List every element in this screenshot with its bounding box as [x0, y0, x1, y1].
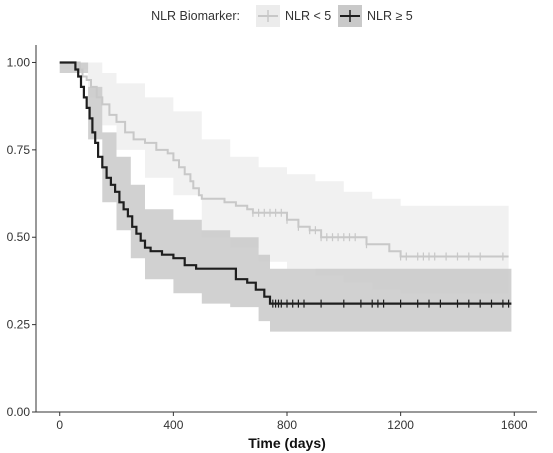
x-tick-label: 400	[163, 418, 183, 432]
x-axis-title: Time (days)	[248, 435, 326, 451]
legend-label-nlr-low: NLR < 5	[285, 9, 331, 23]
y-axis-ticks: 0.00 0.25 0.50 0.75 1.00	[7, 55, 36, 419]
x-tick-label: 1200	[387, 418, 414, 432]
legend-key-nlr-high	[338, 5, 362, 27]
censor-marks	[252, 208, 510, 308]
y-tick-label: 0.75	[7, 143, 31, 157]
legend: NLR Biomarker: NLR < 5 NLR ≥ 5	[151, 5, 413, 27]
y-tick-label: 0.00	[7, 405, 31, 419]
x-tick-label: 0	[56, 418, 63, 432]
ci-band-nlr-low	[59, 62, 509, 294]
x-tick-label: 800	[277, 418, 297, 432]
survival-curve-nlr-low	[59, 61, 509, 258]
y-tick-label: 0.50	[7, 230, 31, 244]
survival-curves	[59, 61, 512, 305]
ci-band-nlr-high	[59, 62, 512, 332]
y-tick-label: 1.00	[7, 55, 31, 69]
survival-curve-nlr-high	[59, 61, 512, 305]
confidence-bands	[59, 62, 512, 332]
legend-title: NLR Biomarker:	[151, 9, 240, 23]
legend-key-nlr-low	[256, 5, 280, 27]
legend-label-nlr-high: NLR ≥ 5	[367, 9, 413, 23]
x-axis-ticks: 0 400 800 1200 1600	[56, 412, 528, 432]
x-tick-label: 1600	[501, 418, 528, 432]
y-tick-label: 0.25	[7, 318, 31, 332]
